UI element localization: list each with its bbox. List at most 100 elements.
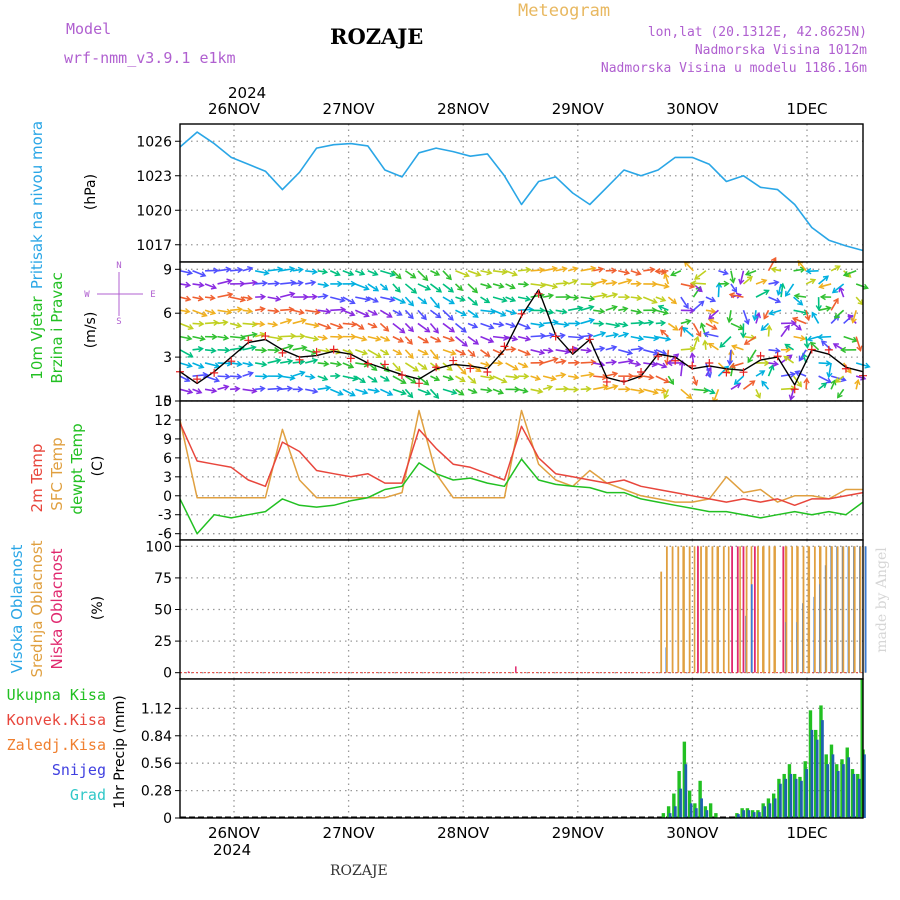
wind-arrow [354,309,369,317]
wind-arrowhead [251,321,258,328]
wind-arrow [430,270,440,276]
wind-arrowhead [747,357,754,364]
top-day-label: 1DEC [786,100,827,118]
wind-gust-marker [278,348,287,357]
wind-arrowhead [833,297,839,304]
wind-arrowhead [247,361,254,368]
wind-arrow [242,362,253,366]
wind-arrowhead [834,265,841,271]
wind-arrowhead [590,359,597,366]
wind-arrowhead [322,293,329,300]
wind-arrow [367,335,381,341]
wind-arrow [280,267,295,272]
wind-gust-marker [329,345,338,354]
wind-arrowhead [407,352,414,359]
wind-arrowhead [599,345,606,352]
wind-arrow [839,287,845,298]
wind-arrowhead [709,296,717,303]
wind-arrowhead [187,351,194,358]
wind-arrow [192,362,204,369]
wind-arrow [530,334,545,338]
wind-arrow [830,265,841,272]
wind-arrowhead [299,333,306,340]
wind-arrow [517,362,528,368]
wind-arrowhead [573,386,580,393]
wind-arrow [580,348,591,352]
wind-arrow [429,309,441,319]
precip-snow-bar [773,798,777,818]
wind-arrowhead [363,311,370,318]
wind-arrow [179,269,192,275]
wind-arrowhead [371,365,378,371]
wind-arrow [742,310,749,325]
wind-arrowhead [311,293,318,300]
wind-arrowhead [854,378,861,386]
wind-arrow [761,380,770,390]
wind-arrow [693,388,709,392]
wind-arrowhead [856,345,863,352]
wind-arrow [404,309,414,319]
compass-west: W [84,290,90,300]
wind-arrowhead [448,336,455,343]
wind-arrow [530,322,544,327]
wind-arrowhead [637,345,645,353]
wind-arrowhead [422,275,429,282]
wind-arrow [379,349,389,355]
wind-arrow [355,283,369,290]
wind-arrowhead [446,274,452,281]
credit-watermark: made by Angel [874,547,890,653]
wind-arrowhead [290,279,297,286]
precip-snow-bar [768,803,772,818]
wind-arrow [417,309,427,320]
wind-arrow [367,270,378,276]
wind-arrowhead [299,370,306,377]
wind-arrowhead [711,324,718,330]
wind-arrowhead [408,300,415,307]
wind-arrowhead [500,310,507,317]
wind-arrowhead [564,348,571,355]
wind-arrow [204,296,215,300]
wind-arrowhead [511,335,519,342]
wind-arrowhead [498,321,505,328]
wind-arrow [810,341,820,351]
wind-arrow [404,283,417,294]
wind-arrowhead [261,280,268,287]
precip-panel: 0 0.28 0.56 0.84 1.12 [141,678,866,827]
wind-arrow [367,375,378,383]
wind-arrowhead [451,389,458,396]
wind-arrowhead [225,266,232,273]
wind-arrow [712,389,720,403]
wind-arrow [618,332,629,338]
wind-arrowhead [818,283,825,290]
wind-arrow [704,340,707,350]
wind-arrow [530,388,543,393]
precip-legend-total: Ukupna Kisa [7,686,106,704]
wind-arrow [530,283,545,287]
wind-arrow [455,349,466,356]
wind-arrowhead [743,318,750,326]
wind-arrowhead [236,373,243,380]
precip-total-bar [829,744,834,818]
precip-snow-bar [821,720,824,818]
wind-arrowhead [683,302,689,310]
wind-arrow [230,335,245,339]
wind-gust-marker [824,345,833,354]
wind-arrowhead [729,277,736,284]
wind-arrowhead [651,361,658,368]
wind-arrowhead [749,380,756,386]
wind-arrowhead [471,388,478,395]
wind-arrow [417,349,428,355]
wind-arrowhead [312,387,319,395]
wind-arrow [392,375,406,384]
wind-arrowhead [551,283,559,290]
wind-arrow [492,388,504,394]
wind-arrowhead [538,266,546,274]
wind-arrowhead [383,349,390,356]
wind-arrow [593,293,607,298]
wind-arrow [342,296,355,304]
wind-arrowhead [552,356,559,363]
wind-arrowhead [274,280,281,287]
wind-arrowhead [561,266,568,273]
wind-arrow [835,375,845,383]
wind-arrowhead [352,375,359,382]
